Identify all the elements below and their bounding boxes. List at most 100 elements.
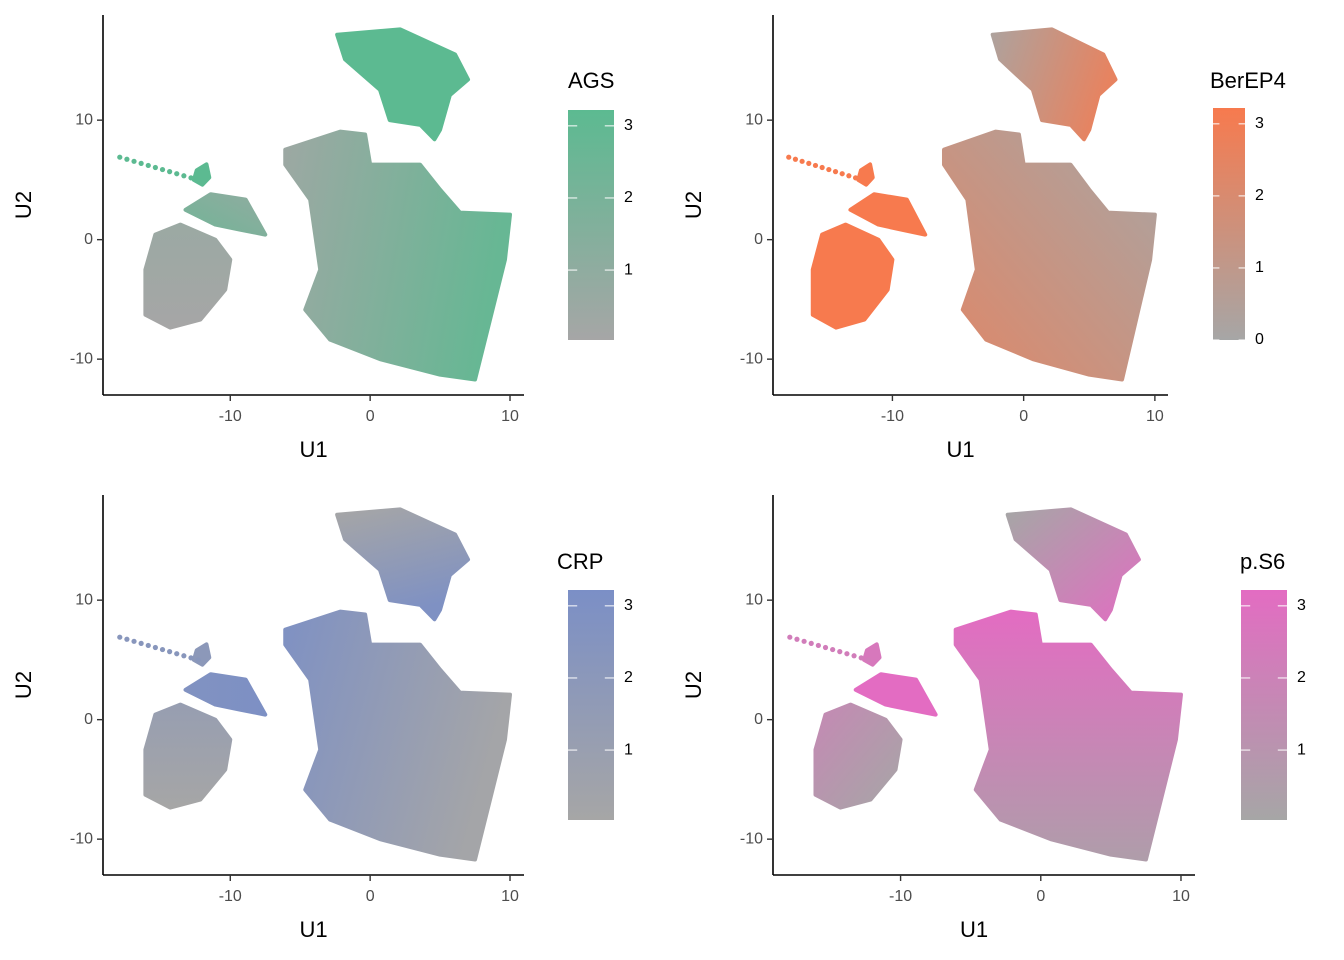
cell-point [787,634,793,640]
panel: -10 0 10 -10 0 10 U1 U2 BerEP4 0 1 2 3 [681,15,1286,462]
y-axis-title: U2 [11,671,36,699]
cell-point [124,156,130,162]
colorbar-tick-label: 1 [624,741,633,758]
y-tick-label: 0 [84,231,93,248]
cell-point [181,173,187,179]
colorbar-tick-label: 3 [624,117,633,134]
colorbar-tick-label: 3 [1297,597,1306,614]
x-tick-label: 10 [501,408,519,425]
colorbar-tick-label: 2 [1255,187,1264,204]
cell-point [117,634,123,640]
cell-point [839,171,845,177]
y-tick-label: -10 [70,350,93,367]
colorbar-tick-label: 3 [1255,115,1264,132]
cell-point [131,638,137,644]
cell-point [858,655,864,661]
y-tick-label: -10 [740,830,763,847]
cell-point [846,173,852,179]
cell-cluster [283,129,513,382]
cell-cluster [283,609,513,862]
x-tick-label: 10 [1172,888,1190,905]
cell-point [851,653,857,659]
cell-point [822,644,829,651]
cell-point [812,162,819,169]
cell-cluster [143,222,233,330]
cell-point [195,657,201,663]
y-tick-label: 0 [754,711,763,728]
y-tick-label: 10 [745,591,763,608]
cell-point [859,177,865,183]
colorbar-tick-label: 0 [1255,331,1264,348]
colorbar [568,110,614,340]
cell-cluster [335,27,471,142]
colorbar-tick-label: 1 [1255,259,1264,276]
cell-cluster [1005,507,1141,622]
cell-cluster [853,672,938,717]
x-tick-label: -10 [881,408,904,425]
cell-point [844,651,850,657]
legend-title: AGS [568,68,614,93]
cell-cluster [143,702,233,810]
cell-point [181,653,187,659]
y-tick-label: -10 [740,350,763,367]
x-tick-label: 0 [1019,408,1028,425]
cell-point [195,177,201,183]
cell-point [138,160,144,166]
y-axis-title: U2 [681,191,706,219]
cell-point [145,162,151,169]
x-tick-label: -10 [219,888,242,905]
y-tick-label: 10 [75,111,93,128]
y-axis-title: U2 [681,671,706,699]
cell-point [124,636,130,642]
cell-point [167,169,173,175]
colorbar-tick-label: 2 [624,189,633,206]
colorbar-tick-label: 2 [624,669,633,686]
panel: -10 0 10 -10 0 10 U1 U2 p.S6 1 2 3 [681,495,1306,942]
colorbar-tick-label: 3 [624,597,633,614]
cell-point [801,638,807,644]
cell-point [131,158,137,164]
colorbar [1241,590,1287,820]
cell-point [819,164,825,171]
cell-cluster [941,129,1157,382]
x-tick-label: 0 [1036,888,1045,905]
cell-point [167,649,173,655]
cell-point [159,646,166,653]
x-axis-title: U1 [299,917,327,942]
cell-point [174,651,180,657]
cell-point [792,156,799,162]
cell-point [786,154,792,160]
cell-point [837,649,843,655]
x-tick-label: 0 [366,408,375,425]
cell-point [826,166,832,173]
legend-title: p.S6 [1240,549,1285,574]
cell-point [832,169,839,175]
cell-cluster [183,672,268,717]
y-tick-label: 0 [84,711,93,728]
colorbar-tick-label: 1 [1297,741,1306,758]
x-axis-title: U1 [960,917,988,942]
cell-point [138,640,144,646]
x-tick-label: 0 [366,888,375,905]
cell-point [815,642,821,649]
cell-point [799,158,805,164]
y-tick-label: -10 [70,830,93,847]
cell-cluster [810,222,895,330]
cell-point [152,644,158,651]
cell-cluster [990,27,1118,142]
colorbar-tick-label: 2 [1297,669,1306,686]
cell-cluster [183,192,268,237]
colorbar-tick-label: 1 [624,261,633,278]
y-tick-label: 0 [754,231,763,248]
panel: -10 0 10 -10 0 10 U1 U2 AGS 1 2 3 [11,15,633,462]
cell-point [794,636,800,642]
y-axis-title: U2 [11,191,36,219]
x-tick-label: -10 [219,408,242,425]
cell-cluster [848,192,928,237]
cell-point [174,171,180,177]
x-axis-title: U1 [946,437,974,462]
cell-cluster [953,609,1183,862]
cell-cluster [813,702,903,810]
